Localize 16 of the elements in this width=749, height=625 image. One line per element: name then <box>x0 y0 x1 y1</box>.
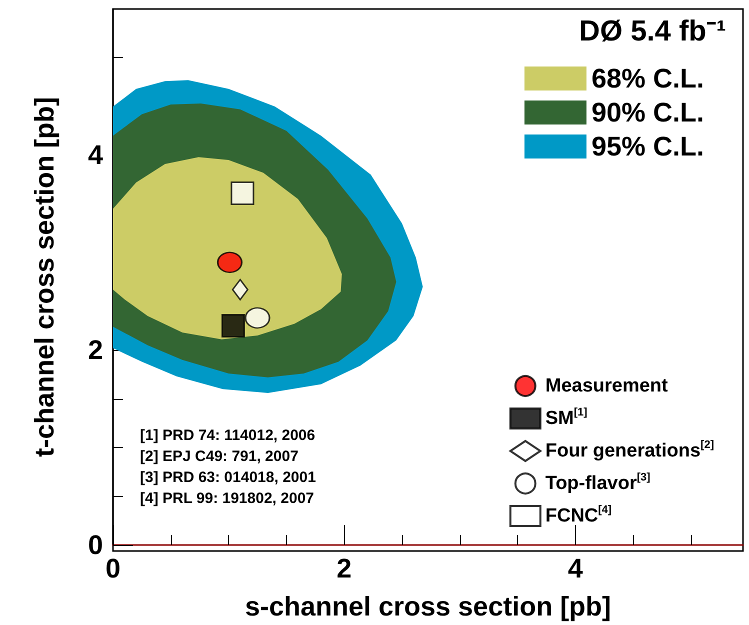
x-tick-label: 4 <box>568 554 583 584</box>
legend-label: 95% C.L. <box>591 132 704 162</box>
y-tick-label: 2 <box>88 335 103 366</box>
y-axis-title: t-channel cross section [pb] <box>30 96 60 458</box>
chart-title: DØ 5.4 fb⁻¹ <box>579 16 726 48</box>
annotation: [1] PRD 74: 114012, 2006 <box>140 427 316 444</box>
annotation: [3] PRD 63: 014018, 2001 <box>140 469 316 486</box>
y-tick-label: 0 <box>88 530 103 560</box>
legend-label: Measurement <box>545 376 669 396</box>
legend-label: 90% C.L. <box>591 98 704 128</box>
x-tick-label: 2 <box>336 554 352 584</box>
legend-label: 68% C.L. <box>591 64 704 94</box>
x-axis-title: s-channel cross section [pb] <box>244 592 612 622</box>
y-tick-label: 4 <box>88 140 103 170</box>
annotation: [2] EPJ C49: 791, 2007 <box>140 448 298 465</box>
annotation: [4] PRL 99: 191802, 2007 <box>140 490 314 507</box>
